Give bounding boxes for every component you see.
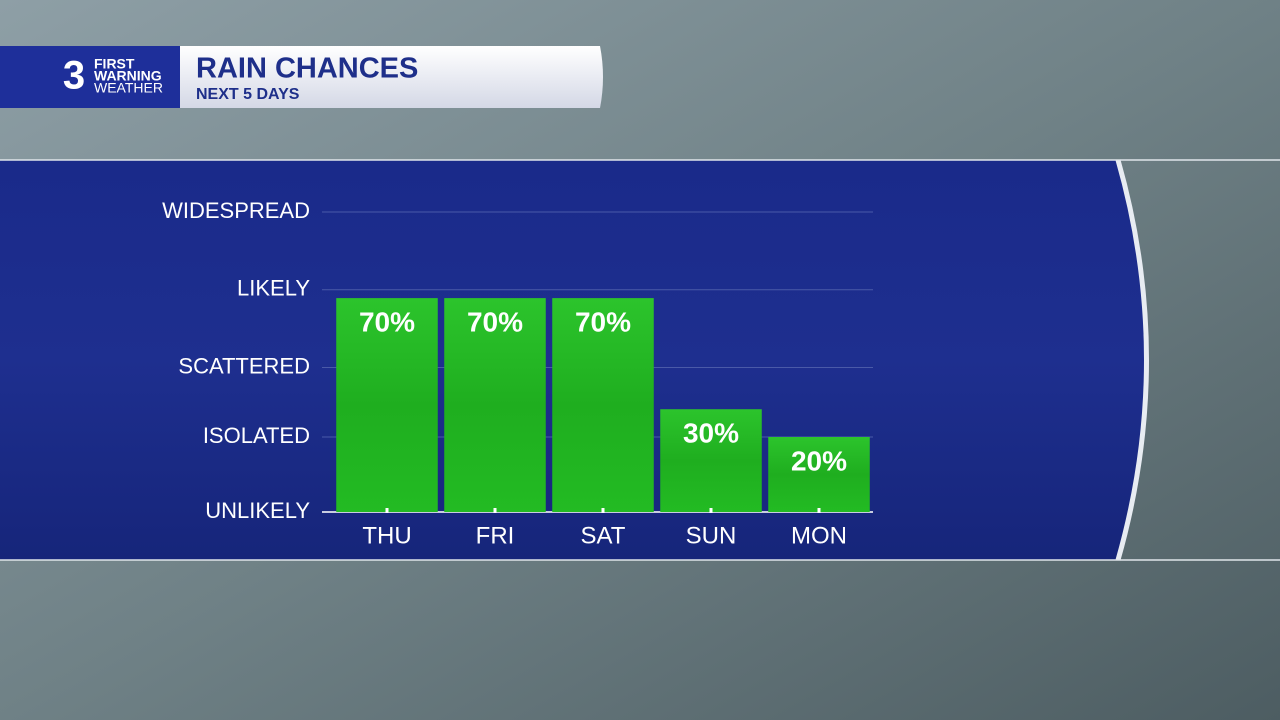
bar bbox=[768, 437, 870, 512]
logo-text: WARNING bbox=[94, 68, 162, 84]
y-tick-label: WIDESPREAD bbox=[162, 198, 310, 223]
x-tick-label: SUN bbox=[686, 522, 737, 549]
category-tick bbox=[385, 508, 389, 513]
category-tick bbox=[817, 508, 821, 513]
logo-text: FIRST bbox=[94, 56, 135, 72]
bar bbox=[660, 409, 762, 512]
logo-number: 3 bbox=[63, 54, 85, 98]
panel-edge bbox=[1115, 159, 1149, 561]
chart-title: RAIN CHANCES bbox=[196, 53, 418, 85]
value-label: 30% bbox=[683, 418, 739, 449]
x-tick-label: SAT bbox=[581, 522, 626, 549]
value-label: 70% bbox=[467, 307, 523, 338]
y-tick-label: SCATTERED bbox=[178, 353, 310, 378]
category-tick bbox=[709, 508, 713, 513]
value-label: 70% bbox=[575, 307, 631, 338]
y-tick-label: LIKELY bbox=[237, 276, 310, 301]
value-label: 20% bbox=[791, 445, 847, 476]
logo-box bbox=[0, 46, 180, 108]
chart-subtitle: NEXT 5 DAYS bbox=[196, 86, 300, 103]
x-tick-label: FRI bbox=[476, 522, 515, 549]
y-tick-label: UNLIKELY bbox=[205, 498, 310, 523]
bar bbox=[336, 298, 438, 512]
bar bbox=[444, 298, 546, 512]
category-tick bbox=[493, 508, 497, 513]
value-label: 70% bbox=[359, 307, 415, 338]
category-tick bbox=[601, 508, 605, 513]
bar bbox=[552, 298, 654, 512]
logo-text: WEATHER bbox=[94, 80, 163, 96]
x-tick-label: THU bbox=[362, 522, 411, 549]
x-tick-label: MON bbox=[791, 522, 847, 549]
y-tick-label: ISOLATED bbox=[203, 423, 310, 448]
